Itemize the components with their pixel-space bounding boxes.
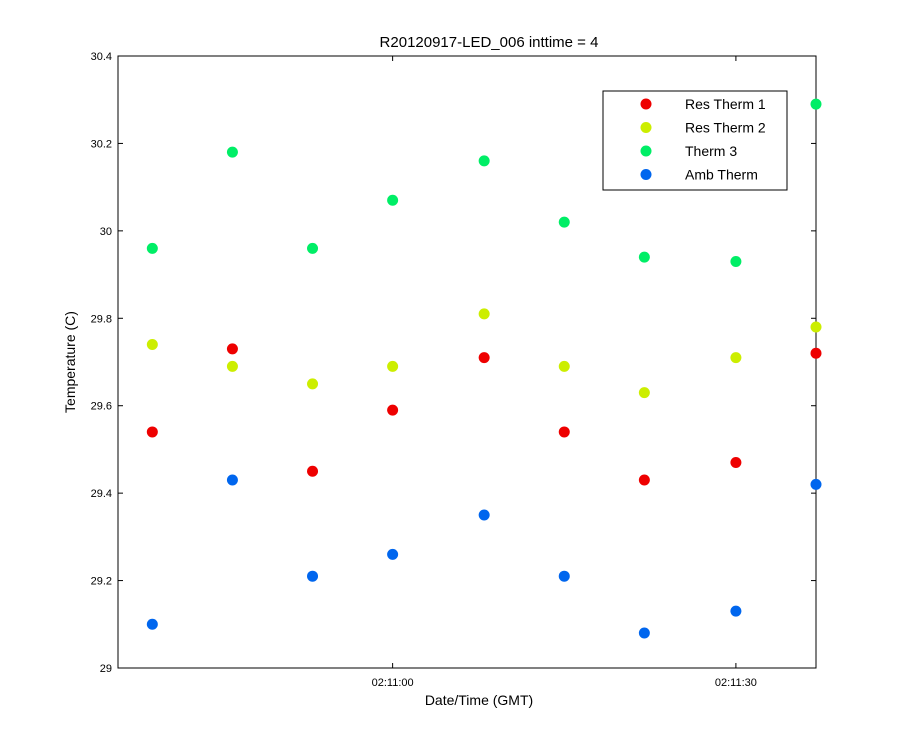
data-point-res-therm-2 bbox=[146, 339, 158, 351]
y-tick-label: 29.2 bbox=[91, 576, 112, 588]
data-point-res-therm-1 bbox=[307, 465, 319, 477]
data-point-amb-therm bbox=[146, 618, 158, 630]
y-tick-label: 29.4 bbox=[91, 488, 112, 500]
data-point-therm-3 bbox=[810, 98, 822, 110]
data-point-amb-therm bbox=[226, 474, 238, 486]
data-point-res-therm-2 bbox=[810, 321, 822, 333]
legend-label-therm-3: Therm 3 bbox=[685, 143, 737, 159]
data-point-therm-3 bbox=[478, 155, 490, 167]
data-point-res-therm-1 bbox=[810, 347, 822, 359]
data-point-amb-therm bbox=[387, 548, 399, 560]
legend-label-res-therm-2: Res Therm 2 bbox=[685, 120, 766, 136]
data-point-res-therm-1 bbox=[478, 352, 490, 364]
legend-marker-res-therm-1 bbox=[640, 98, 652, 110]
data-point-res-therm-1 bbox=[638, 474, 650, 486]
legend-marker-therm-3 bbox=[640, 145, 652, 157]
x-tick-label: 02:11:00 bbox=[372, 677, 414, 689]
data-point-amb-therm bbox=[478, 509, 490, 521]
data-point-therm-3 bbox=[146, 242, 158, 254]
axes-layer: 29 29.2 29.4 29.6 29.8 30 30.2 30.4 02:11:00 02:1… bbox=[91, 51, 816, 689]
data-point-res-therm-2 bbox=[478, 308, 490, 320]
data-point-res-therm-1 bbox=[226, 343, 238, 355]
y-tick-label: 30.2 bbox=[91, 138, 112, 150]
legend-marker-amb-therm bbox=[640, 169, 652, 180]
data-point-res-therm-1 bbox=[387, 404, 399, 416]
data-point-res-therm-2 bbox=[387, 360, 399, 372]
legend-label-amb-therm: Amb Therm bbox=[685, 167, 758, 183]
data-point-res-therm-2 bbox=[226, 360, 238, 372]
data-point-res-therm-1 bbox=[730, 457, 742, 469]
data-point-therm-3 bbox=[307, 242, 319, 254]
x-tick-label: 02:11:30 bbox=[715, 677, 757, 689]
data-point-therm-3 bbox=[226, 146, 238, 158]
y-tick-label: 29 bbox=[100, 663, 112, 675]
y-tick-label: 30.4 bbox=[91, 51, 112, 63]
data-point-res-therm-2 bbox=[638, 387, 650, 399]
data-point-therm-3 bbox=[387, 194, 399, 206]
y-axis-label: Temperature (C) bbox=[62, 311, 78, 413]
x-axis-label: Date/Time (GMT) bbox=[425, 692, 533, 708]
data-point-therm-3 bbox=[558, 216, 570, 228]
data-point-amb-therm bbox=[307, 570, 319, 582]
data-point-amb-therm bbox=[638, 627, 650, 639]
data-point-res-therm-2 bbox=[307, 378, 319, 390]
data-point-res-therm-2 bbox=[730, 352, 742, 364]
data-point-therm-3 bbox=[638, 251, 650, 263]
legend-marker-res-therm-2 bbox=[640, 122, 652, 133]
legend-box bbox=[602, 90, 788, 191]
y-tick-label: 29.8 bbox=[91, 313, 112, 325]
points-layer bbox=[146, 98, 822, 639]
legend: Res Therm 1 Res Therm 2 Therm 3 Amb Therm bbox=[602, 90, 788, 191]
legend-label-res-therm-1: Res Therm 1 bbox=[685, 96, 766, 112]
data-point-res-therm-2 bbox=[558, 360, 570, 372]
data-point-res-therm-1 bbox=[558, 426, 570, 438]
data-point-therm-3 bbox=[730, 255, 742, 267]
y-tick-label: 30 bbox=[100, 226, 112, 238]
chart-title: R20120917-LED_006 inttime = 4 bbox=[380, 34, 599, 51]
y-tick-label: 29.6 bbox=[91, 401, 112, 413]
data-point-res-therm-1 bbox=[146, 426, 158, 438]
data-point-amb-therm bbox=[558, 570, 570, 582]
legend-items: Res Therm 1 Res Therm 2 Therm 3 Amb Therm bbox=[640, 96, 766, 183]
data-point-amb-therm bbox=[810, 478, 822, 490]
data-point-amb-therm bbox=[730, 605, 742, 617]
